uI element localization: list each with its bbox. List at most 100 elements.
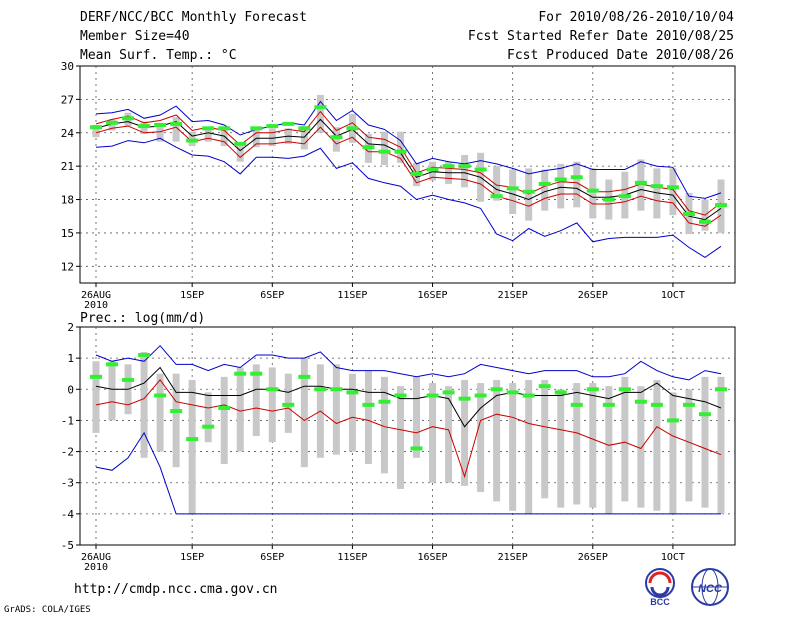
observed-marker xyxy=(378,149,391,154)
observed-marker xyxy=(618,194,631,199)
x-tick-label: 26AUG xyxy=(81,552,111,563)
observed-marker xyxy=(330,387,343,392)
ncc-logo: NCC xyxy=(691,568,729,606)
ensemble-box xyxy=(637,386,645,508)
observed-marker xyxy=(715,203,727,208)
ensemble-box xyxy=(236,367,244,452)
observed-marker xyxy=(666,418,679,423)
observed-marker xyxy=(490,194,503,199)
y-tick-label: 18 xyxy=(61,194,74,207)
observed-marker xyxy=(410,446,423,451)
x-tick-label: 6SEP xyxy=(260,552,284,563)
ensemble-box xyxy=(461,379,469,486)
observed-marker xyxy=(234,371,247,376)
ensemble-box xyxy=(220,376,228,465)
forecast-period: For 2010/08/26-2010/10/04 xyxy=(538,10,734,25)
observed-marker xyxy=(282,402,295,407)
plot-frame xyxy=(79,326,736,546)
observed-marker xyxy=(234,141,247,146)
observed-marker xyxy=(458,164,471,169)
ensemble-box xyxy=(108,361,116,421)
observed-marker xyxy=(218,126,231,131)
ensemble-box xyxy=(573,383,581,505)
produced-date: Fcst Produced Date 2010/08/26 xyxy=(507,48,734,63)
observed-marker xyxy=(698,219,711,224)
observed-marker xyxy=(346,390,359,395)
y-tick-label: 1 xyxy=(67,352,74,365)
ensemble-box xyxy=(573,161,581,208)
source-url[interactable]: http://cmdp.ncc.cma.gov.cn xyxy=(74,582,278,597)
ensemble-box xyxy=(300,358,308,468)
observed-marker xyxy=(554,390,567,395)
ensemble-box xyxy=(252,364,260,436)
ensemble-box xyxy=(493,379,501,502)
observed-marker xyxy=(570,402,583,407)
y-tick-label: -1 xyxy=(61,414,74,427)
variable-label: Mean Surf. Temp.: °C xyxy=(80,48,237,63)
y-tick-label: -2 xyxy=(61,446,74,459)
lower-line xyxy=(95,379,722,479)
x-tick-label: 26AUG xyxy=(81,290,111,301)
observed-marker xyxy=(330,135,343,140)
ensemble-box xyxy=(364,370,372,465)
chart-title: DERF/NCC/BCC Monthly Forecast xyxy=(80,10,307,25)
ensemble-box xyxy=(509,383,517,511)
observed-marker xyxy=(666,185,679,190)
precip-title: Prec.: log(mm/d) xyxy=(80,311,205,326)
observed-marker xyxy=(538,384,551,389)
ensemble-box xyxy=(493,166,501,201)
observed-marker xyxy=(378,399,391,404)
observed-marker xyxy=(522,189,535,194)
observed-marker xyxy=(282,121,295,126)
ensemble-box xyxy=(685,389,693,502)
svg-text:BCC: BCC xyxy=(650,597,670,607)
x-tick-label: 1SEP xyxy=(180,552,204,563)
observed-marker xyxy=(154,393,167,398)
observed-marker xyxy=(682,402,695,407)
observed-marker xyxy=(186,138,199,143)
ensemble-box xyxy=(621,376,629,502)
ensemble-box xyxy=(348,373,356,452)
max-line xyxy=(95,100,722,199)
observed-marker xyxy=(506,186,519,191)
x-tick-label: 11SEP xyxy=(337,552,367,563)
ensemble-box xyxy=(461,155,469,188)
observed-marker xyxy=(122,377,135,382)
ensemble-box xyxy=(429,383,437,483)
observed-marker xyxy=(586,188,599,193)
observed-marker xyxy=(266,387,279,392)
ensemble-box xyxy=(92,361,100,433)
observed-marker xyxy=(250,126,263,131)
observed-marker xyxy=(138,353,151,358)
observed-marker xyxy=(186,437,199,442)
observed-marker xyxy=(586,387,599,392)
observed-marker xyxy=(90,374,102,379)
ensemble-box xyxy=(204,127,212,142)
observed-marker xyxy=(218,405,231,410)
ensemble-box xyxy=(637,159,645,211)
y-tick-label: 2 xyxy=(67,321,74,334)
ensemble-box xyxy=(557,163,565,209)
ensemble-box xyxy=(477,383,485,493)
ensemble-box xyxy=(701,376,709,508)
observed-marker xyxy=(314,387,327,392)
max-line xyxy=(95,344,722,381)
x-tick-label: 21SEP xyxy=(498,290,528,301)
ensemble-box xyxy=(589,168,597,219)
ensemble-box xyxy=(445,386,453,483)
observed-marker xyxy=(250,371,263,376)
observed-marker xyxy=(410,171,423,176)
y-tick-label: -4 xyxy=(61,508,75,521)
grads-credit: GrADS: COLA/IGES xyxy=(4,605,91,615)
x-year-label: 2010 xyxy=(84,562,108,573)
observed-marker xyxy=(90,125,102,130)
ensemble-box xyxy=(220,129,228,147)
ensemble-box xyxy=(140,351,148,458)
x-tick-label: 1SEP xyxy=(180,290,204,301)
y-tick-label: 24 xyxy=(61,127,75,140)
x-tick-label: 16SEP xyxy=(417,552,447,563)
upper-line xyxy=(95,110,722,216)
observed-marker xyxy=(106,362,119,367)
min-line xyxy=(95,137,722,258)
observed-marker xyxy=(362,402,375,407)
